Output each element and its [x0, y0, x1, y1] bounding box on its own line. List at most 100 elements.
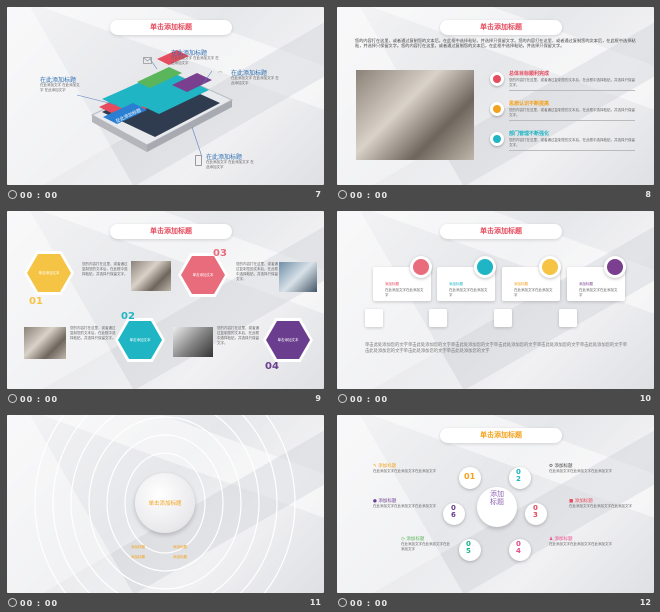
wifi-icon: ⌔ — [217, 70, 224, 78]
item-2: 思想认识不断提高 您的内容打在这里，或者通过复制您的文本后，在此框中选择粘贴，并… — [509, 100, 635, 121]
slide-canvas: 单击添加标题 在此添加标题 在此添加文字 在此添加文字 在此添加文字 在此添加标… — [7, 7, 324, 185]
hex-2 — [118, 321, 162, 359]
center-title: 添加标题 — [490, 490, 504, 506]
photo-4 — [173, 327, 213, 357]
people-icon — [490, 102, 504, 116]
item-right-2: ■ 添加标题 在此添加文字在此添加文字在此添加文字 — [569, 498, 637, 509]
runner-icon — [429, 309, 447, 327]
slide-number: 10 — [639, 394, 651, 403]
item-1: 总体目标顺利完成 您的内容打在这里，或者通过复制您的文本后，在此框中选择粘贴，并… — [509, 70, 635, 91]
envelope-icon — [143, 49, 152, 68]
node-06 — [443, 503, 465, 525]
slide-number: 8 — [645, 190, 651, 199]
card-label: 添加标题 — [514, 282, 528, 286]
desc-3: 您的内容打在这里，或者通过复制您的文本后，在此框中选择粘贴，并选择只保留文字。 — [236, 262, 278, 281]
slide-title: 单击添加标题 — [110, 20, 232, 35]
card-text: 在此添加文字在此添加文字 — [385, 288, 424, 297]
slide-timing: 00 : 00 — [8, 394, 58, 404]
slide-thumbnail-7[interactable]: 单击添加标题 在此添加标题 在此添加文字 在此添加文字 在此添加文字 在此添加标… — [0, 0, 330, 204]
slide-canvas: 单击添加标题 您的内容打在这里，或者通过复制您的文本后，在此框中选择粘贴，并选择… — [337, 7, 654, 185]
item-text: 在此添加文字在此添加文字在此添加文字 — [569, 504, 632, 508]
item-label: 添加标题 — [173, 555, 187, 559]
clock-icon — [8, 190, 17, 199]
circle-2 — [474, 256, 496, 278]
item-text: 在此添加文字在此添加文字在此添加文字 — [373, 504, 436, 508]
gear-icon: ⚙ — [549, 464, 554, 469]
item-label: 添加标题 — [173, 545, 187, 549]
hex-4 — [266, 321, 310, 359]
slide-thumbnail-8[interactable]: 单击添加标题 您的内容打在这里，或者通过复制您的文本后，在此框中选择粘贴，并选择… — [330, 0, 660, 204]
item-heading: 部门管理不断强化 — [509, 131, 550, 137]
slide-timing: 00 : 00 — [8, 190, 58, 200]
item-text: 在此添加文字在此添加文字在此添加文字 — [401, 542, 450, 551]
label-right: 在此添加标题 — [231, 70, 268, 77]
desc-2: 您的内容打在这里，或者通过复制您的文本后，在此框中选择粘贴，并选择只保留文字。 — [70, 326, 116, 340]
slide-thumbnail-10[interactable]: 单击添加标题 添加标题 在此添加文字在此添加文字 添加标题 在此添加文字在此添加… — [330, 204, 660, 408]
phone-illustration — [76, 50, 234, 158]
person-icon: ♟ — [549, 537, 554, 542]
circle-4 — [604, 256, 626, 278]
clock-icon — [8, 598, 17, 607]
item-label: 添加标题 — [554, 464, 573, 469]
slide-canvas: 单击添加标题 单击添加文本 01 您的内容打在这里，或者通过复制您的文本后，在此… — [7, 211, 324, 389]
item-right-3: ♟ 添加标题 在此添加文字在此添加文字在此添加文字 — [549, 536, 617, 547]
slide-thumbnail-12[interactable]: 单击添加标题 添加标题 01 02 03 04 05 06 ✎ 添加标题 在此添… — [330, 408, 660, 612]
item-text: 您的内容打在这里，或者通过复制您的文本后，在此框中选择粘贴，并选择只保留文字。 — [509, 137, 635, 151]
node-number: 05 — [466, 540, 471, 555]
item-left-3: ◷ 添加标题 在此添加文字在此添加文字在此添加文字 — [401, 536, 451, 552]
desc-top: 在此添加文字 在此添加文字 在此添加文字 — [171, 56, 219, 65]
item-left-2: ● 添加标题 在此添加文字在此添加文字在此添加文字 — [373, 498, 441, 509]
number-01: 01 — [29, 296, 43, 307]
slide-timing: 00 : 00 — [338, 394, 388, 404]
slide-canvas: 单击添加标题 添加标题 添加标题 添加标题 添加标题 — [7, 415, 324, 593]
item-text: 您的内容打在这里，或者通过复制您的文本后，在此框中选择粘贴，并选择只保留文字。 — [509, 107, 635, 121]
node-number: 03 — [533, 504, 538, 519]
slide-footer: 00 : 00 9 — [0, 389, 330, 408]
clock-icon — [8, 394, 17, 403]
node-number: 01 — [464, 472, 476, 481]
item-label: 添加标题 — [131, 545, 145, 549]
item-3: 部门管理不断强化 您的内容打在这里，或者通过复制您的文本后，在此框中选择粘贴，并… — [509, 130, 635, 151]
number-02: 02 — [121, 311, 135, 322]
star-hand-icon — [494, 309, 512, 327]
node-number: 02 — [516, 468, 521, 483]
slide-thumbnail-11[interactable]: 单击添加标题 添加标题 添加标题 添加标题 添加标题 00 : 00 11 — [0, 408, 330, 612]
slide-timing: 00 : 00 — [8, 598, 58, 608]
chart-icon — [490, 132, 504, 146]
card-label: 添加标题 — [449, 282, 463, 286]
clock-icon — [338, 190, 347, 199]
circle-1 — [410, 256, 432, 278]
item-text: 您的内容打在这里，或者通过复制您的文本后，在此框中选择粘贴，并选择只保留文字。 — [509, 77, 635, 91]
org-chart-icon — [365, 309, 383, 327]
target-icon — [490, 72, 504, 86]
item-label: 添加标题 — [131, 555, 145, 559]
concentric-arcs — [34, 415, 296, 593]
node-02 — [509, 467, 531, 489]
slide-number: 7 — [315, 190, 321, 199]
clock-money-icon — [559, 309, 577, 327]
card-text: 在此添加文字在此添加文字 — [449, 288, 488, 297]
slide-thumbnail-9[interactable]: 单击添加标题 单击添加文本 01 您的内容打在这里，或者通过复制您的文本后，在此… — [0, 204, 330, 408]
phone-icon — [195, 155, 202, 166]
slide-number: 11 — [309, 598, 321, 607]
slide-title: 单击添加标题 — [110, 224, 232, 239]
desc-bottom: 在此添加文字 在此添加文字 在此添加文字 — [206, 160, 254, 169]
hex-text: 单击添加文本 — [192, 273, 214, 277]
item-label: 添加标题 — [574, 499, 593, 504]
slide-title: 单击添加标题 — [440, 224, 562, 239]
desc-right: 在此添加文字 在此添加文字 在此添加文字 — [231, 76, 279, 85]
center-circle — [477, 487, 517, 527]
node-05 — [459, 539, 481, 561]
photo-1 — [131, 261, 171, 291]
node-04 — [509, 539, 531, 561]
item-text: 在此添加文字在此添加文字在此添加文字 — [549, 469, 612, 473]
clock-icon — [338, 598, 347, 607]
node-number: 04 — [516, 540, 521, 555]
item-right-1: ⚙ 添加标题 在此添加文字在此添加文字在此添加文字 — [549, 463, 617, 474]
hex-text: 单击添加文本 — [129, 338, 151, 342]
desc-left: 在此添加文字 在此添加文字 在此添加文字 — [40, 83, 80, 92]
item-label: 添加标题 — [378, 499, 397, 504]
folder-icon: ■ — [569, 499, 574, 504]
item-label: 添加标题 — [406, 537, 425, 542]
circle-3 — [539, 256, 561, 278]
